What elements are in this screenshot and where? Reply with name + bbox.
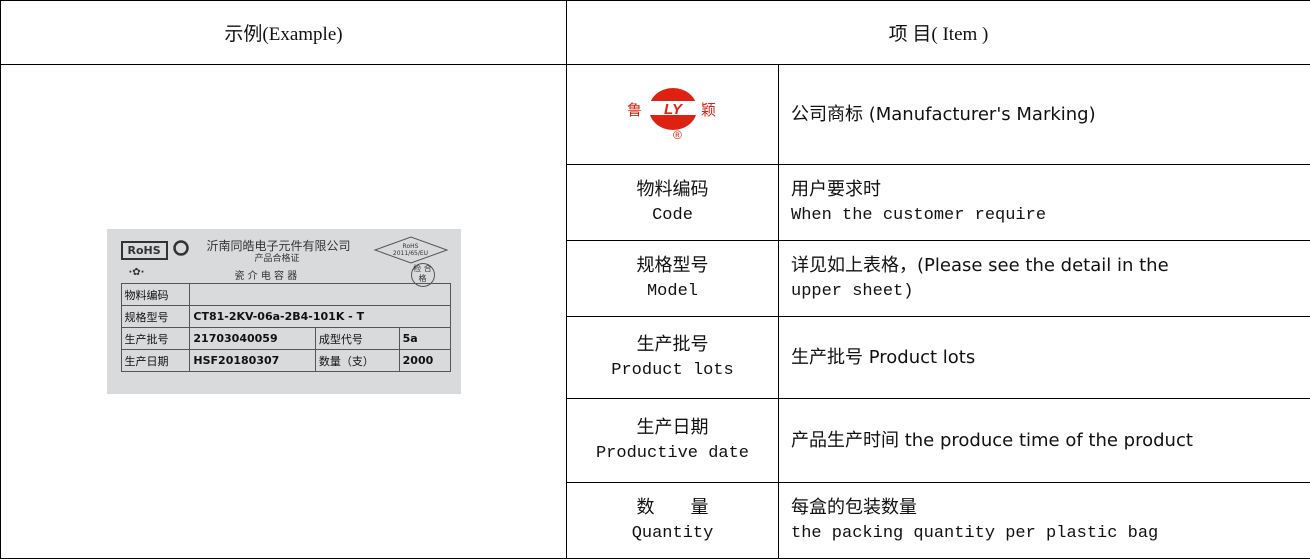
name-en: Quantity bbox=[631, 523, 714, 543]
label-cell: HSF20180307 bbox=[189, 349, 316, 372]
logo-left: 鲁 bbox=[627, 101, 642, 119]
desc-cell: 生产批号 Product lots bbox=[777, 316, 1310, 399]
desc-cell: 每盒的包装数量 the packing quantity per plastic … bbox=[777, 482, 1310, 559]
desc-cell: 产品生产时间 the produce time of the product bbox=[777, 398, 1310, 483]
name-cn: 生产批号 bbox=[636, 333, 709, 355]
header-item: 项 目( Item ) bbox=[565, 0, 1310, 65]
name-en: Code bbox=[652, 205, 693, 225]
logo-cell: 鲁 LY ® 颖 bbox=[566, 64, 779, 165]
logo-right: 颖 bbox=[701, 101, 716, 119]
label-cell: 成型代号 bbox=[314, 327, 400, 350]
desc-line: 详见如上表格，(Please see the detail in the bbox=[791, 254, 1169, 276]
label-cell: 生产批号 bbox=[120, 327, 191, 350]
header-row: 示例(Example) 项 目( Item ) bbox=[0, 0, 1310, 65]
label-row: 物料编码 bbox=[120, 283, 451, 306]
item-name: 数 量 Quantity bbox=[566, 482, 779, 559]
desc-line: 每盒的包装数量 bbox=[791, 496, 917, 518]
logo-band bbox=[648, 100, 697, 115]
label-row: 生产日期 HSF20180307 数量（支） 2000 bbox=[120, 349, 451, 372]
desc-cell: 公司商标 (Manufacturer's Marking) bbox=[777, 64, 1310, 165]
row: 数 量 Quantity 每盒的包装数量 the packing quantity p… bbox=[1, 482, 1310, 559]
company-logo: 鲁 LY ® 颖 bbox=[627, 87, 716, 142]
row: RoHS 沂南同皓电子元件有限公司 产品合格证 RoHS 2011/65/EU … bbox=[0, 64, 1310, 559]
label-cell: 生产日期 bbox=[120, 349, 191, 372]
certificate: 产品合格证 bbox=[254, 254, 300, 264]
company: 沂南同皓电子元件有限公司 bbox=[206, 239, 351, 253]
logo-reg: ® bbox=[673, 128, 682, 142]
label-cell: 物料编码 bbox=[120, 283, 191, 306]
item-name: 生产日期 Productive date bbox=[566, 398, 779, 483]
label-cell: 规格型号 bbox=[120, 305, 191, 328]
header-example: 示例(Example) bbox=[0, 0, 567, 65]
label-grid: 物料编码 规格型号 CT81-2KV-06a-2B4-101K - T 生产批号 217… bbox=[120, 283, 451, 372]
item-name: 规格型号 Model bbox=[566, 240, 779, 317]
desc-cell: 详见如上表格，(Please see the detail in the uppe… bbox=[777, 240, 1310, 317]
label-photo: RoHS 沂南同皓电子元件有限公司 产品合格证 RoHS 2011/65/EU … bbox=[106, 229, 461, 394]
name-cn: 规格型号 bbox=[636, 254, 709, 276]
name-en: Product lots bbox=[611, 360, 734, 380]
desc-line: the packing quantity per plastic bag bbox=[791, 523, 1159, 543]
name-en: Productive date bbox=[595, 443, 750, 463]
desc-line: 产品生产时间 the produce time of the product bbox=[791, 429, 1193, 451]
row: 生产批号 Product lots 生产批号 Product lots bbox=[1, 316, 1310, 399]
label-cell: 5a bbox=[398, 327, 451, 350]
diamond-text: RoHS 2011/65/EU bbox=[392, 243, 429, 257]
desc-line: 生产批号 Product lots bbox=[791, 346, 976, 368]
rohs: RoHS bbox=[120, 241, 168, 260]
product: 瓷 介 电 容 器 bbox=[234, 271, 298, 282]
row: 规格型号 Model 详见如上表格，(Please see the detail i… bbox=[1, 240, 1310, 317]
label-cell bbox=[189, 283, 451, 306]
label-row: 规格型号 CT81-2KV-06a-2B4-101K - T bbox=[120, 305, 451, 328]
label-logo bbox=[172, 240, 189, 256]
row: 生产日期 Productive date 产品生产时间 the produce ti… bbox=[1, 398, 1310, 483]
label-cell: 数量（支） bbox=[314, 349, 400, 372]
mark: ·✿· bbox=[128, 267, 145, 278]
name-cn: 物料编码 bbox=[636, 178, 709, 200]
desc-line: 公司商标 (Manufacturer's Marking) bbox=[791, 103, 1096, 125]
label-row: 生产批号 21703040059 成型代号 5a bbox=[120, 327, 451, 350]
name-en: Model bbox=[646, 281, 698, 301]
name-cn: 数 量 bbox=[636, 496, 709, 518]
item-name: 生产批号 Product lots bbox=[566, 316, 779, 399]
label-cell: 2000 bbox=[398, 349, 451, 372]
desc-cell: 用户要求时 When the customer require bbox=[777, 164, 1310, 241]
item-name: 物料编码 Code bbox=[566, 164, 779, 241]
label-cell: CT81-2KV-06a-2B4-101K - T bbox=[189, 305, 451, 328]
label-cell: 21703040059 bbox=[189, 327, 316, 350]
logo-mark: LY bbox=[663, 101, 683, 118]
diamond bbox=[373, 236, 448, 264]
desc-line: 用户要求时 bbox=[791, 178, 881, 200]
name-cn: 生产日期 bbox=[636, 416, 709, 438]
example-cell: RoHS 沂南同皓电子元件有限公司 产品合格证 RoHS 2011/65/EU … bbox=[0, 64, 567, 559]
row: 物料编码 Code 用户要求时 When the customer require bbox=[1, 164, 1310, 241]
desc-line: When the customer require bbox=[791, 205, 1047, 225]
desc-line: upper sheet) bbox=[791, 281, 914, 301]
